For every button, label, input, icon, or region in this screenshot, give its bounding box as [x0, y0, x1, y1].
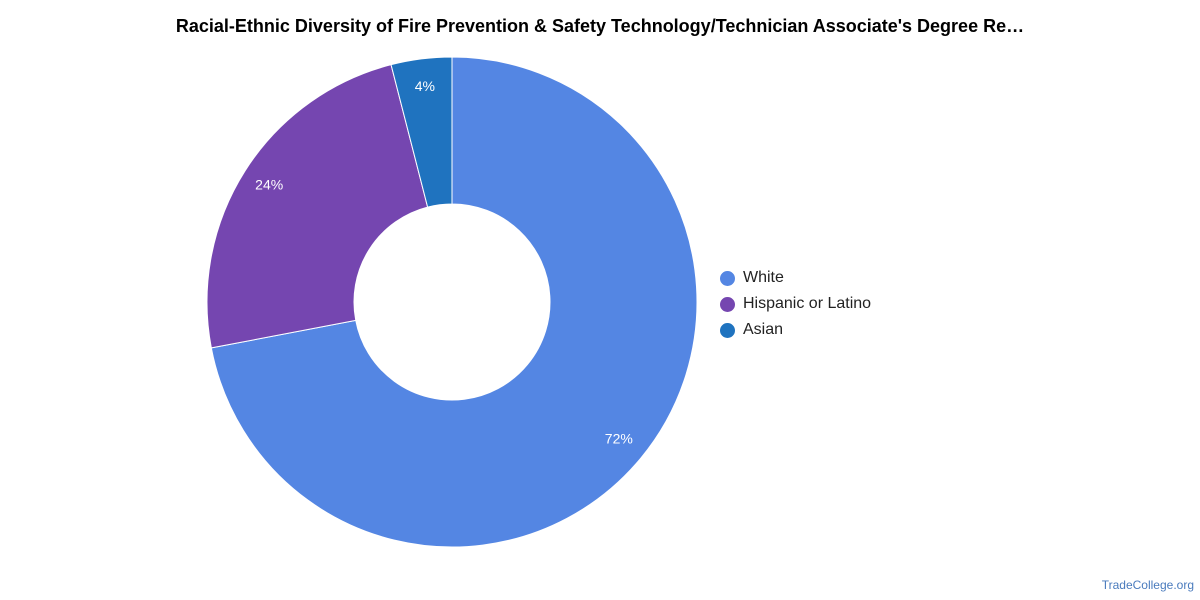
legend-swatch-hispanic-or-latino: [720, 296, 735, 312]
slice-asian[interactable]: [390, 56, 453, 208]
legend-label-asian: Asian: [743, 321, 784, 338]
chart-title: Racial-Ethnic Diversity of Fire Preventi…: [175, 16, 1025, 36]
legend-label-hispanic-or-latino: Hispanic or Latino: [743, 295, 872, 312]
legend: White Hispanic or Latino Asian: [720, 265, 871, 343]
legend-label-white: White: [743, 269, 784, 286]
slice-white[interactable]: [210, 56, 698, 548]
legend-item-hispanic-or-latino[interactable]: Hispanic or Latino: [720, 291, 871, 317]
source-link[interactable]: TradeCollege.org: [1101, 578, 1194, 592]
legend-swatch-asian: [720, 322, 735, 338]
legend-item-white[interactable]: White: [720, 265, 871, 291]
slice-label-hispanic-or-latino: 24%: [255, 177, 283, 193]
legend-item-asian[interactable]: Asian: [720, 317, 871, 343]
slice-label-white: 72%: [605, 431, 633, 447]
slice-hispanic-or-latino[interactable]: [206, 64, 429, 349]
slice-label-asian: 4%: [415, 78, 435, 94]
legend-swatch-white: [720, 270, 735, 286]
